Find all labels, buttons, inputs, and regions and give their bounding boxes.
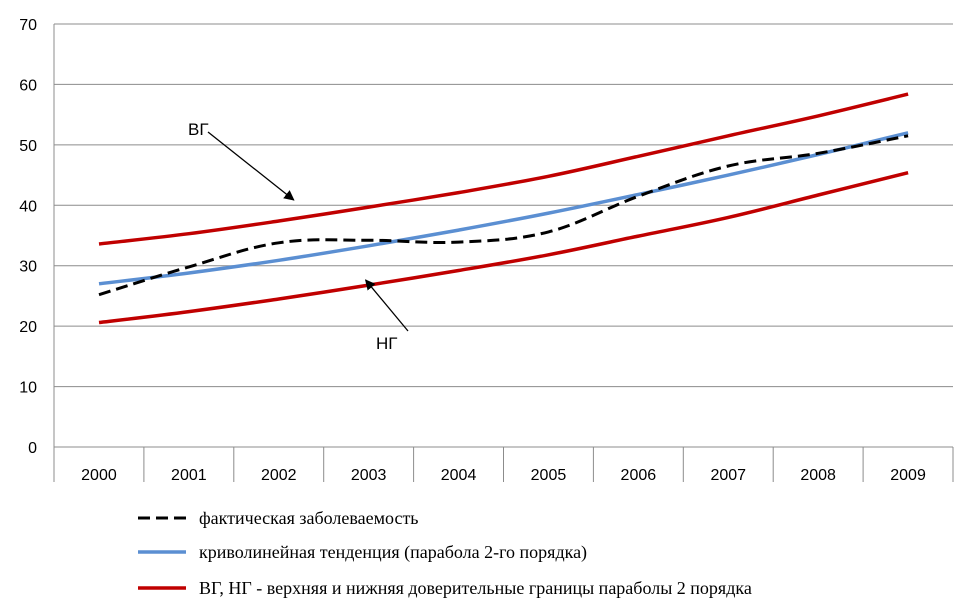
y-tick-label: 40 [19,198,37,215]
x-tick-label: 2004 [441,467,477,484]
annotation-arrow-upper [207,131,295,201]
x-tick-label: 2003 [351,467,387,484]
legend: фактическая заболеваемость криволинейная … [138,508,752,598]
series-line-0 [98,134,909,297]
x-tick-label: 2008 [800,467,836,484]
y-tick-label: 70 [19,17,37,34]
y-tick-label: 10 [19,380,37,397]
series-line-3 [98,171,909,325]
x-tick-label: 2007 [710,467,746,484]
x-tick-label: 2009 [890,467,926,484]
annotations: ВГ НГ [188,120,409,353]
y-tick-label: 30 [19,259,37,276]
axes: 0 10 20 30 40 50 60 70 2000 2001 2002 2003 2004 2005 2… [19,17,954,484]
series-line-2 [98,92,909,246]
x-tick-label: 2001 [171,467,207,484]
series-lines [98,92,909,325]
y-tick-label: 50 [19,138,37,155]
x-tick-label: 2005 [531,467,567,484]
legend-label-0: фактическая заболеваемость [199,508,419,528]
x-tick-label: 2000 [81,467,117,484]
x-tick-label: 2002 [261,467,297,484]
legend-label-2: ВГ, НГ - верхняя и нижняя доверительные … [199,578,752,598]
series-line-1 [98,131,909,286]
x-tick-label: 2006 [621,467,657,484]
annotation-label-lower: НГ [376,334,397,353]
y-tick-label: 60 [19,77,37,94]
legend-label-1: криволинейная тенденция (парабола 2-го п… [199,542,587,563]
y-tick-label: 0 [28,440,37,457]
y-tick-label: 20 [19,319,37,336]
annotation-arrow-lower [364,279,409,332]
gridlines [54,23,953,388]
annotation-label-upper: ВГ [188,120,209,139]
